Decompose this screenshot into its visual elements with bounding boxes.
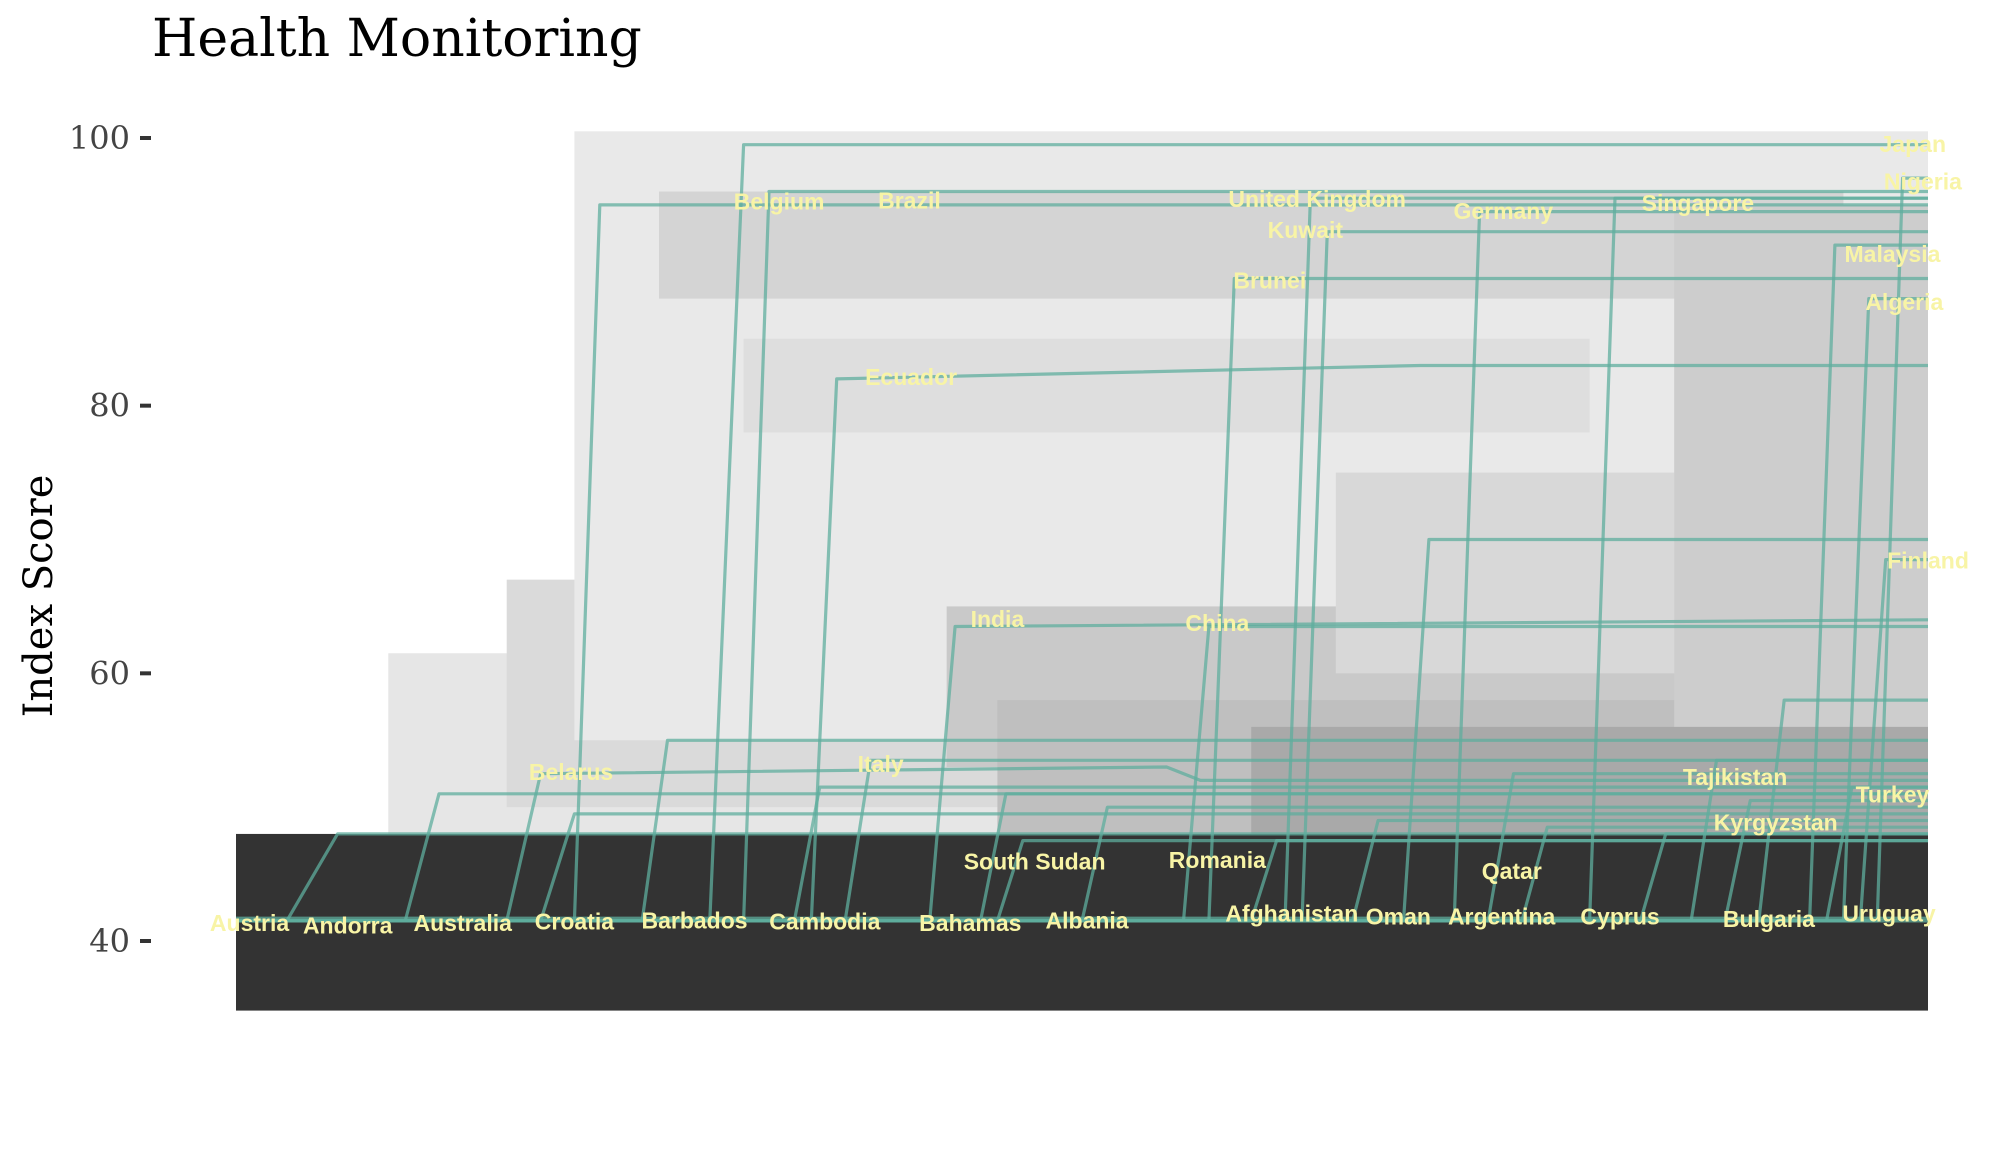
series-label: Andorra — [303, 913, 393, 939]
series-label: Finland — [1887, 547, 1969, 573]
y-tick-label: 100 — [69, 119, 130, 157]
chart-title: Health Monitoring — [152, 9, 642, 69]
series-label: Belarus — [529, 759, 613, 785]
y-tick-label: 60 — [89, 654, 130, 692]
series-labels: Austria Andorra Australia Croatia Barbados Ca… — [210, 131, 1969, 939]
series-label: Germany — [1453, 198, 1553, 224]
series-label: Australia — [414, 910, 513, 936]
series-label: India — [971, 606, 1025, 632]
series-label: South Sudan — [964, 848, 1106, 874]
y-tick-label: 80 — [89, 387, 130, 425]
series-label: United Kingdom — [1228, 186, 1406, 212]
series-label: Japan — [1880, 131, 1946, 157]
series-label: Ecuador — [865, 364, 957, 390]
series-label: Brazil — [878, 187, 941, 213]
background-bands — [236, 131, 1928, 1011]
series-label: Romania — [1169, 847, 1266, 873]
series-label: Austria — [210, 910, 289, 936]
background-band — [659, 191, 1844, 299]
series-label: Albania — [1046, 907, 1129, 933]
series-label: Singapore — [1642, 190, 1754, 216]
series-label: Barbados — [641, 907, 747, 933]
y-axis: 40 60 80 100 — [69, 119, 151, 960]
series-label: Algeria — [1865, 289, 1943, 315]
series-label: Kyrgyzstan — [1714, 810, 1838, 836]
background-band — [743, 338, 1590, 433]
series-label: Kuwait — [1268, 217, 1344, 243]
series-label: Nigeria — [1884, 169, 1962, 195]
series-lines — [236, 143, 1929, 923]
series-label: Turkey — [1856, 782, 1930, 808]
series-label: Croatia — [535, 909, 614, 935]
series-label: Oman — [1366, 903, 1431, 929]
series-label: Cambodia — [769, 909, 880, 935]
series-label: Brunei — [1233, 268, 1306, 294]
series-label: Argentina — [1448, 903, 1556, 929]
series-label: Afghanistan — [1225, 901, 1358, 927]
series-label: Belgium — [734, 189, 825, 215]
series-label: Uruguay — [1842, 901, 1936, 927]
series-label: China — [1185, 610, 1249, 636]
series-label: Qatar — [1482, 858, 1542, 884]
y-tick-label: 40 — [89, 922, 130, 960]
series-label: Bahamas — [919, 910, 1021, 936]
series-label: Bulgaria — [1723, 906, 1815, 932]
series-label: Cyprus — [1580, 903, 1659, 929]
series-label: Malaysia — [1845, 241, 1941, 267]
series-label: Tajikistan — [1683, 764, 1787, 790]
y-axis-label: Index Score — [16, 475, 62, 718]
series-label: Italy — [858, 751, 904, 777]
